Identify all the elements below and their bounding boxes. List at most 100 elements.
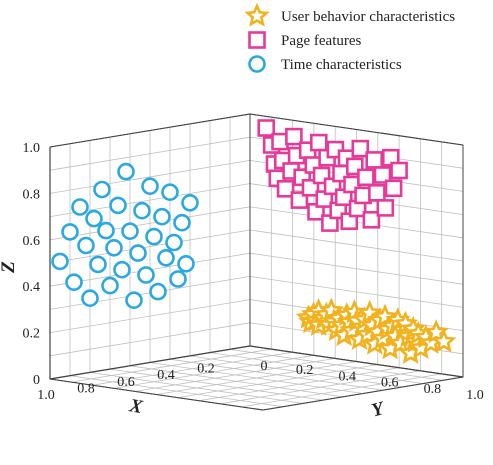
grid-line: [109, 368, 324, 401]
legend-item: Time characteristics: [248, 55, 402, 73]
circle-point: [65, 273, 83, 292]
top-right-edge: [249, 113, 464, 146]
square-point: [276, 180, 295, 198]
y-axis-label: Y: [369, 398, 388, 422]
circle-point: [117, 162, 135, 181]
circle-point: [51, 252, 69, 271]
x-tick-label: 0.4: [157, 368, 175, 383]
top-left-edge: [49, 113, 251, 148]
y-tick-label: 1.0: [466, 388, 484, 403]
grid-line: [49, 206, 251, 241]
y-tick-label: 0.8: [424, 382, 442, 397]
square-legend-icon: [248, 31, 266, 49]
axis-lines: [49, 113, 464, 411]
circle-point: [71, 198, 89, 216]
y-axis-line: [249, 345, 464, 378]
legend-item: Page features: [248, 31, 362, 49]
z-axis-label: Z: [0, 261, 19, 274]
x-tick-label: 0.8: [77, 381, 95, 396]
y-tick-label: 0.4: [338, 369, 356, 384]
circle-point: [81, 289, 99, 308]
circle-point: [61, 223, 79, 241]
square-point: [362, 211, 381, 229]
grid-line: [156, 361, 357, 395]
z-tick-label: 0.4: [23, 280, 41, 295]
grid-line: [129, 365, 344, 398]
grid-line: [49, 160, 251, 194]
circle-point: [105, 239, 123, 257]
circle-point: [177, 254, 195, 273]
tick-labels: 0.2 0.4 0.6 0.8 1.0 0.2 0.4 0.6 0.8 1.0 0.2 0.4 0.6 0…: [23, 141, 484, 403]
circle-point: [137, 266, 155, 284]
x-axis-line: [49, 345, 251, 380]
circle-point: [157, 248, 175, 267]
circle-point: [173, 213, 191, 232]
square-point: [376, 199, 395, 217]
circle-point: [129, 244, 147, 262]
z-tick-label: 0.8: [23, 187, 41, 202]
circle-point: [101, 276, 119, 295]
series-square: [257, 119, 408, 232]
square-point: [357, 168, 375, 187]
series-star: [295, 297, 457, 364]
y-tick-label: 0.6: [381, 376, 399, 391]
z-tick-label: 0.6: [23, 234, 41, 249]
square-point: [351, 139, 370, 158]
grid-line: [49, 136, 251, 171]
circle-point: [109, 196, 127, 215]
floor-left-edge: [49, 378, 264, 411]
legend-label: Page features: [281, 33, 362, 49]
grid-line: [177, 364, 378, 398]
z-tick-label: 0.2: [23, 327, 41, 342]
x-tick-label: 1.0: [37, 388, 55, 403]
grid-line: [199, 367, 400, 402]
circle-point: [169, 270, 187, 288]
circle-legend-icon: [248, 55, 266, 73]
circle-point: [125, 291, 143, 310]
z-origin-label: 0: [33, 373, 40, 388]
grid-line: [89, 372, 304, 404]
legend-label: Time characteristics: [281, 57, 402, 73]
square-point: [373, 166, 392, 184]
circle-point: [181, 194, 199, 212]
z-tick-label: 1.0: [23, 141, 41, 156]
series-circle: [51, 162, 199, 310]
circle-point: [153, 207, 171, 226]
grid-line: [69, 375, 284, 408]
data-points: [51, 119, 457, 364]
circle-point: [141, 177, 159, 195]
star-legend-icon: [244, 2, 270, 27]
square-point: [390, 161, 408, 180]
grid-line: [249, 229, 464, 262]
legend-label: User behavior characteristics: [281, 9, 455, 25]
x-axis-label: X: [127, 395, 145, 418]
square-point: [257, 119, 276, 137]
circle-point: [77, 236, 95, 255]
legend-item: User behavior characteristics: [244, 2, 455, 27]
grid-line: [49, 229, 251, 264]
square-point: [384, 179, 403, 198]
circle-point: [145, 227, 163, 246]
circle-point: [133, 201, 151, 220]
circle-point: [165, 233, 183, 252]
x-tick-label: 0.2: [197, 362, 215, 377]
circle-point: [161, 183, 179, 201]
square-point: [309, 133, 328, 152]
star-point: [431, 328, 457, 353]
y-origin-label: 0: [261, 359, 268, 374]
circle-point: [93, 180, 111, 199]
floor-right-edge: [262, 376, 464, 411]
x-tick-label: 0.6: [117, 375, 135, 390]
circle-point: [149, 282, 167, 301]
circle-point: [121, 222, 139, 240]
legend: User behavior characteristics Page featur…: [244, 2, 455, 73]
y-tick-label: 0.2: [296, 363, 314, 378]
circle-point: [113, 260, 131, 279]
circle-point: [85, 209, 103, 228]
square-point: [368, 184, 386, 202]
circle-point: [89, 255, 107, 274]
grid-line: [220, 370, 421, 405]
circle-point: [97, 221, 115, 240]
